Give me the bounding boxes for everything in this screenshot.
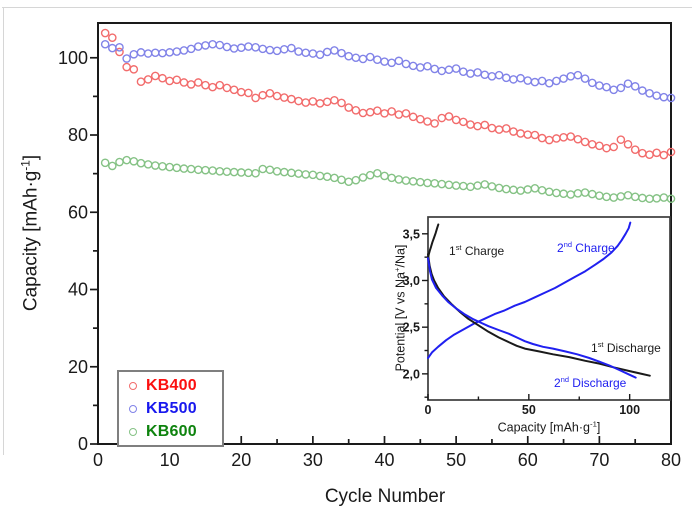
svg-text:20: 20 (231, 450, 251, 470)
legend: KB400 KB500 KB600 (117, 370, 224, 447)
first-charge-rest: Charge (461, 244, 505, 258)
svg-text:40: 40 (68, 280, 88, 300)
second-discharge-sup: nd (560, 375, 569, 384)
svg-text:50: 50 (522, 403, 536, 417)
inset-curve-1st-charge (427, 223, 440, 260)
svg-text:20: 20 (68, 357, 88, 377)
svg-text:80: 80 (68, 125, 88, 145)
svg-text:60: 60 (68, 202, 88, 222)
legend-item-kb500: KB500 (129, 400, 222, 418)
svg-text:100: 100 (58, 48, 88, 68)
inset-x-title-post: ] (596, 420, 601, 435)
first-discharge-sup: st (597, 340, 604, 349)
svg-text:0: 0 (78, 434, 88, 454)
main-plot-frame (97, 22, 672, 445)
legend-label-kb600: KB600 (146, 422, 197, 440)
y-axis-title-pre: Capacity [mAh·g (20, 170, 42, 312)
annotation-first-discharge: 1st Discharge (591, 340, 661, 355)
legend-label-kb500: KB500 (146, 399, 197, 417)
y-axis-title-post: ] (20, 154, 42, 161)
svg-text:3,0: 3,0 (403, 274, 420, 288)
inset-axis-ticks (422, 233, 631, 400)
inset-x-title-sup: -1 (590, 419, 597, 429)
svg-text:40: 40 (374, 450, 394, 470)
legend-label-kb400: KB400 (146, 376, 197, 394)
inset-plot-frame (427, 216, 671, 401)
first-discharge-num: 1 (591, 341, 598, 355)
second-charge-sup: nd (563, 240, 572, 249)
first-charge-sup: st (455, 243, 462, 252)
inset-curve-1st-discharge (427, 253, 651, 377)
series-kb500-markers (100, 39, 676, 103)
x-axis-title-text: Cycle Number (324, 486, 446, 507)
second-charge-rest: Charge (571, 241, 615, 255)
second-discharge-num: 2 (554, 376, 561, 390)
inset-y-axis-title: Potential [V vs Na+/Na] (392, 245, 407, 372)
series-kb600-markers (100, 155, 676, 204)
annotation-second-charge: 2nd Charge (557, 240, 615, 255)
svg-text:3,5: 3,5 (403, 227, 420, 241)
y-axis-title-sup: -1 (19, 160, 33, 171)
first-charge-num: 1 (449, 244, 456, 258)
inset-curve-2nd-charge (427, 221, 632, 359)
svg-text:10: 10 (160, 450, 180, 470)
legend-item-kb600: KB600 (129, 423, 222, 441)
x-axis-title: Cycle Number (325, 486, 445, 508)
annotation-second-discharge: 2nd Discharge (554, 375, 626, 390)
svg-text:60: 60 (518, 450, 538, 470)
annotation-first-charge: 1st Charge (449, 243, 504, 258)
inset-tick-labels: 0 50 100 2,0 2,5 3,0 3,5 (403, 227, 641, 417)
second-discharge-rest: Discharge (568, 376, 627, 390)
second-charge-num: 2 (557, 241, 564, 255)
svg-text:50: 50 (446, 450, 466, 470)
kb600-marker-icon (129, 427, 137, 436)
series-kb400-markers (100, 28, 676, 160)
inset-curve-2nd-discharge (427, 257, 637, 379)
inset-x-title-pre: Capacity [mAh·g (497, 420, 591, 435)
svg-text:2,0: 2,0 (403, 367, 420, 381)
svg-text:30: 30 (303, 450, 323, 470)
svg-text:80: 80 (661, 450, 681, 470)
inset-x-axis-title: Capacity [mAh·g-1] (498, 419, 601, 434)
kb500-marker-icon (129, 404, 137, 413)
svg-text:100: 100 (619, 403, 640, 417)
y-axis-title: Capacity [mAh·g-1] (19, 155, 42, 311)
kb400-marker-icon (129, 381, 137, 390)
svg-text:0: 0 (425, 403, 432, 417)
svg-text:70: 70 (589, 450, 609, 470)
first-discharge-rest: Discharge (603, 341, 661, 355)
outer-border-left (3, 7, 4, 455)
inset-y-title-post: /Na] (393, 244, 408, 268)
outer-border-top (2, 7, 692, 8)
inset-y-title-sup: + (392, 267, 402, 273)
legend-item-kb400: KB400 (129, 377, 222, 395)
inset-y-title-pre: Potential [V vs Na (393, 272, 408, 372)
svg-text:0: 0 (93, 450, 103, 470)
svg-text:2,5: 2,5 (403, 321, 420, 335)
